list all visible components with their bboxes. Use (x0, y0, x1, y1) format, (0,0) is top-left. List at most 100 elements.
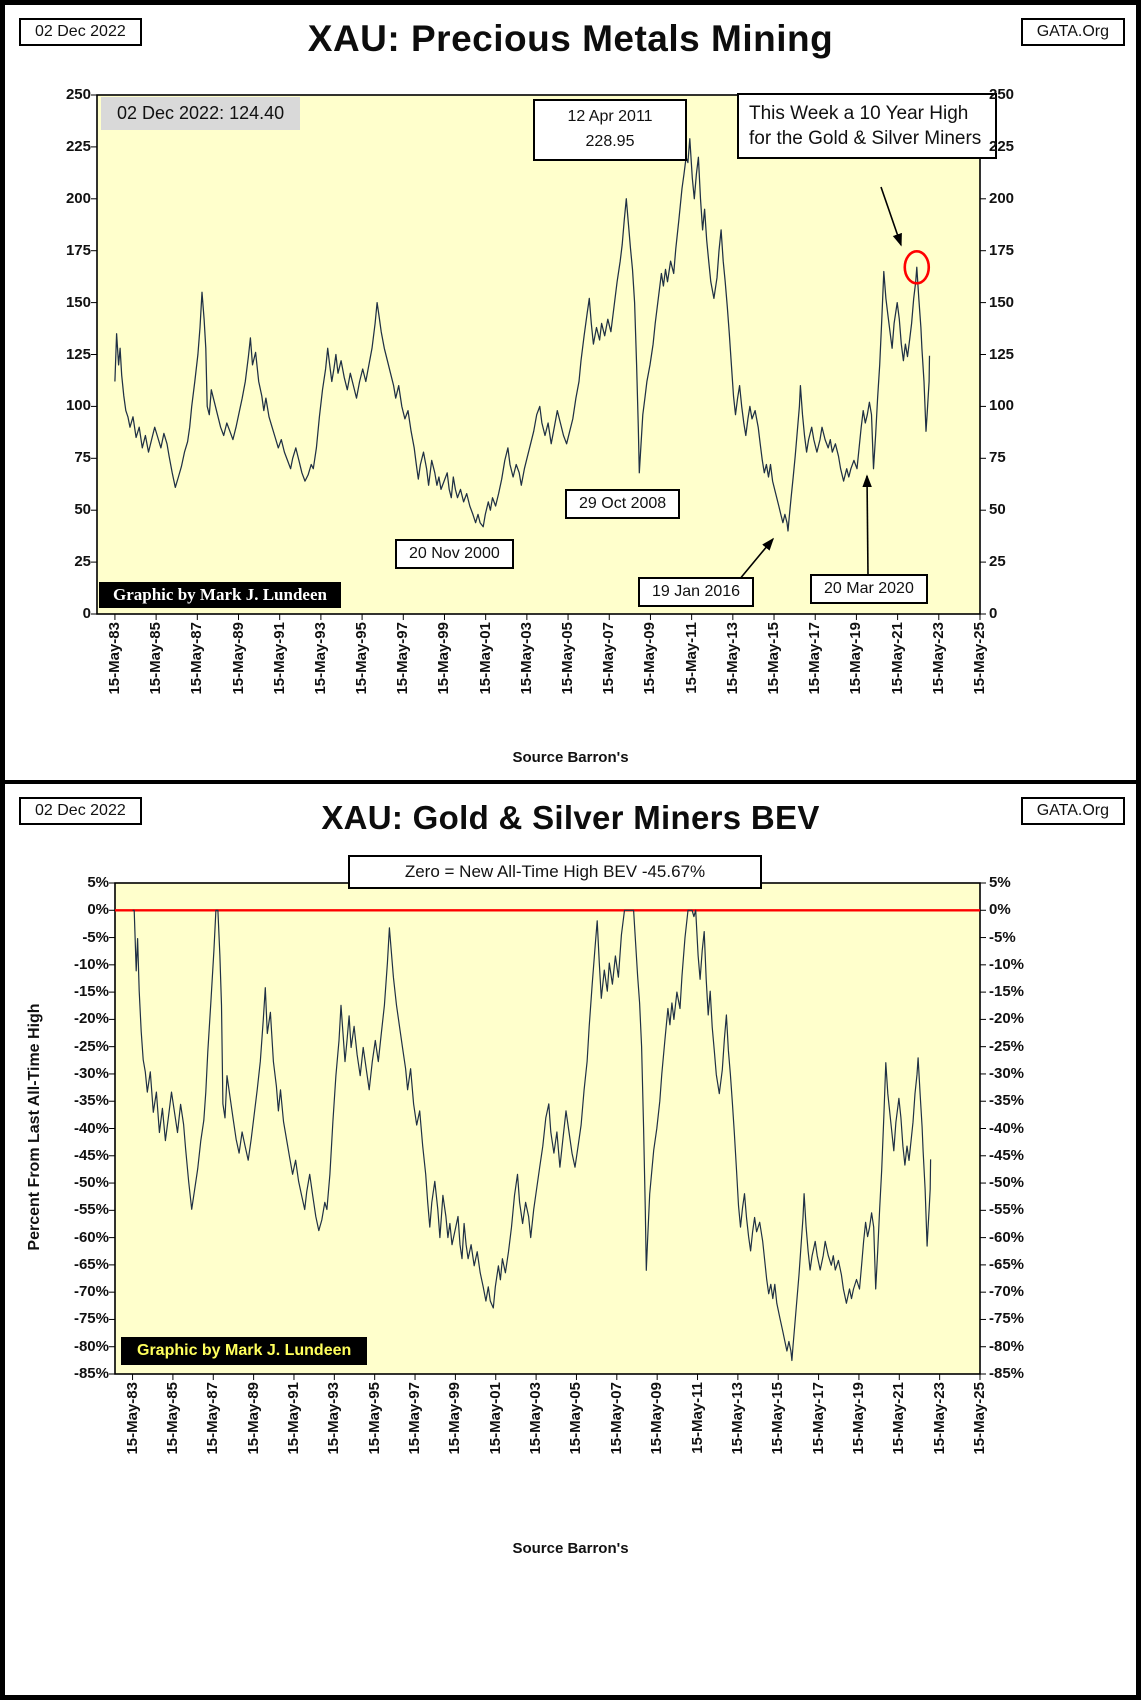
x-tick-label: 15-May-01 (486, 1382, 504, 1455)
y-tick-label: -35% (73, 1092, 109, 1110)
x-tick-label: 15-May-07 (600, 622, 618, 695)
x-tick-label: 15-May-85 (147, 622, 165, 695)
xau-price-chart-panel: 02 Dec 2022 XAU: Precious Metals Mining … (5, 5, 1136, 784)
x-tick-label: 15-May-97 (394, 622, 412, 695)
annotation-arrow (862, 474, 872, 576)
y-tick-label: 175 (65, 241, 91, 259)
y-tick-label: -15% (73, 983, 109, 1001)
y-tick-label: -5% (989, 928, 1016, 946)
y-tick-label: -25% (73, 1037, 109, 1055)
x-tick-label: 15-May-87 (188, 622, 206, 695)
y-tick-label: -40% (989, 1119, 1025, 1137)
y-tick-label: -70% (73, 1283, 109, 1301)
y-tick-label: 0% (989, 901, 1011, 919)
y-tick-label: 50 (989, 501, 1006, 519)
x-tick-label: 15-May-85 (163, 1382, 181, 1455)
plot-background (114, 882, 981, 1375)
x-tick-label: 15-May-89 (244, 1382, 262, 1455)
nov-2000-label: 20 Nov 2000 (395, 539, 514, 569)
y-tick-label: 200 (989, 189, 1015, 207)
price-chart-canvas (91, 94, 986, 620)
x-tick-label: 15-May-93 (325, 1382, 343, 1455)
plot-background (96, 94, 981, 615)
y-tick-label: -75% (989, 1310, 1025, 1328)
mar-2020-label: 20 Mar 2020 (810, 574, 928, 604)
source-label: Source Barron's (512, 1540, 629, 1557)
y-tick-label: 75 (989, 449, 1006, 467)
x-tick-label: 15-May-19 (847, 622, 865, 695)
xau-price-line (114, 138, 931, 532)
x-tick-label: 15-May-15 (769, 1382, 787, 1455)
y-tick-label: -70% (989, 1283, 1025, 1301)
y-tick-label: -80% (73, 1337, 109, 1355)
x-tick-label: 15-May-07 (607, 1382, 625, 1455)
gata-org-box: GATA.Org (1020, 18, 1125, 46)
x-tick-label: 15-May-21 (888, 622, 906, 695)
x-tick-label: 15-May-95 (365, 1382, 383, 1455)
report-date-box: 02 Dec 2022 (19, 18, 142, 46)
y-tick-label: -40% (73, 1119, 109, 1137)
y-tick-label: 150 (65, 293, 91, 311)
y-tick-label: -75% (73, 1310, 109, 1328)
y-tick-label: -50% (989, 1174, 1025, 1192)
y-tick-label: 5% (87, 874, 109, 891)
source-label: Source Barron's (512, 749, 629, 766)
y-tick-label: 225 (989, 137, 1015, 155)
report-date-box: 02 Dec 2022 (19, 797, 142, 825)
x-tick-label: 15-May-03 (517, 622, 535, 695)
y-tick-label: 75 (74, 449, 91, 467)
x-tick-label: 15-May-05 (559, 622, 577, 695)
credit-box: Graphic by Mark J. Lundeen (99, 582, 341, 608)
y-tick-label: -80% (989, 1337, 1025, 1355)
y-tick-label: 175 (989, 241, 1015, 259)
x-tick-label: 15-May-91 (270, 622, 288, 695)
bev-chart-canvas (109, 882, 986, 1380)
y-tick-label: 5% (989, 874, 1011, 891)
y-tick-label: -65% (73, 1255, 109, 1273)
y-tick-label: 225 (65, 137, 91, 155)
y-tick-label: 25 (989, 553, 1006, 571)
ten-year-high-note: This Week a 10 Year High for the Gold & … (737, 93, 997, 160)
y-tick-label: 125 (989, 345, 1015, 363)
y-tick-label: -60% (989, 1228, 1025, 1246)
x-tick-label: 15-May-05 (567, 1382, 585, 1455)
chart2-title: XAU: Gold & Silver Miners BEV (321, 799, 820, 836)
bev-zero-note: Zero = New All-Time High BEV -45.67% (348, 855, 762, 889)
ath-value: 228.95 (585, 132, 635, 150)
x-tick-label: 15-May-13 (723, 622, 741, 695)
y-tick-label: -85% (73, 1365, 109, 1382)
oct-2008-label: 29 Oct 2008 (565, 489, 681, 519)
x-tick-label: 15-May-03 (527, 1382, 545, 1455)
y-tick-label: -10% (73, 955, 109, 973)
x-tick-label: 15-May-17 (806, 622, 824, 695)
y-tick-label: -10% (989, 955, 1025, 973)
y-tick-label: 250 (989, 86, 1015, 103)
x-tick-label: 15-May-99 (435, 622, 453, 695)
credit-box: Graphic by Mark J. Lundeen (121, 1337, 368, 1365)
ten-year-high-circle (903, 250, 931, 285)
x-tick-label: 15-May-23 (930, 1382, 948, 1455)
y-tick-label: 250 (65, 86, 91, 103)
y-tick-label: -5% (82, 928, 109, 946)
y-tick-label: 150 (989, 293, 1015, 311)
y-tick-label: -55% (989, 1201, 1025, 1219)
y-tick-label: 25 (74, 553, 91, 571)
jan-2016-label: 19 Jan 2016 (638, 577, 755, 607)
x-tick-label: 15-May-83 (123, 1382, 141, 1455)
x-tick-label: 15-May-87 (204, 1382, 222, 1455)
x-tick-label: 15-May-89 (229, 622, 247, 695)
y-tick-label: 0 (989, 605, 998, 622)
ath-date: 12 Apr 2011 (567, 108, 653, 125)
y-tick-label: -60% (73, 1228, 109, 1246)
x-tick-label: 15-May-25 (971, 622, 988, 695)
x-tick-label: 15-May-13 (728, 1382, 746, 1455)
x-tick-label: 15-May-09 (648, 1382, 666, 1455)
y-tick-label: 50 (74, 501, 91, 519)
annotation-arrow (880, 186, 902, 247)
y-tick-label: -35% (989, 1092, 1025, 1110)
y-tick-label: 0 (82, 605, 91, 622)
y-tick-label: -45% (73, 1146, 109, 1164)
y-tick-label: 125 (65, 345, 91, 363)
x-tick-label: 15-May-17 (809, 1382, 827, 1455)
